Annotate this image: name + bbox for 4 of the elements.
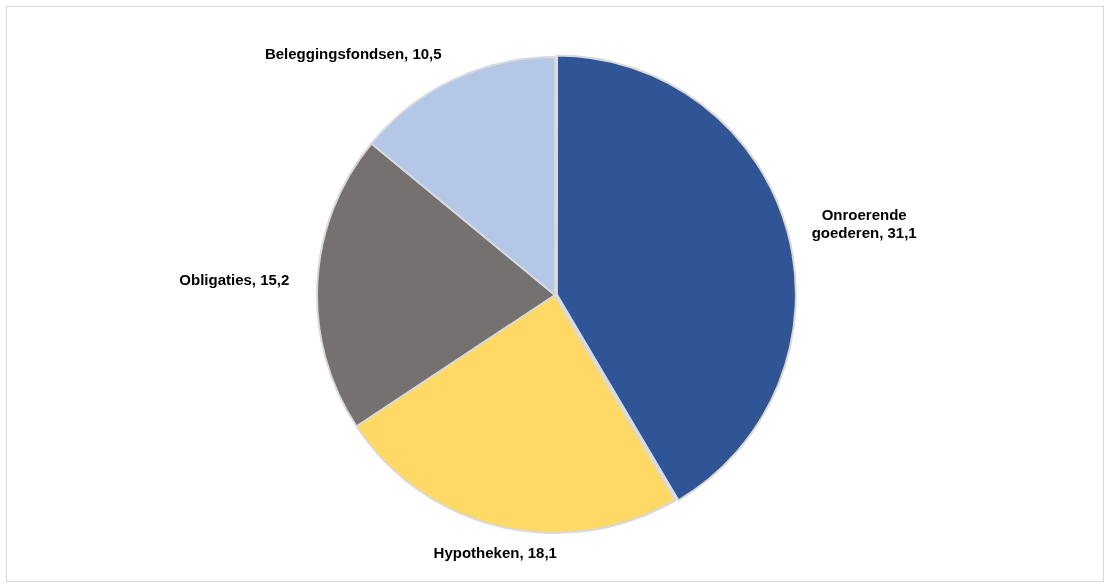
slice-label: Obligaties, 15,2 xyxy=(179,271,290,289)
slice-label: Onroerende goederen, 31,1 xyxy=(811,206,917,242)
slice-label: Hypotheken, 18,1 xyxy=(433,544,557,562)
slice-label: Beleggingsfondsen, 10,5 xyxy=(264,44,442,62)
